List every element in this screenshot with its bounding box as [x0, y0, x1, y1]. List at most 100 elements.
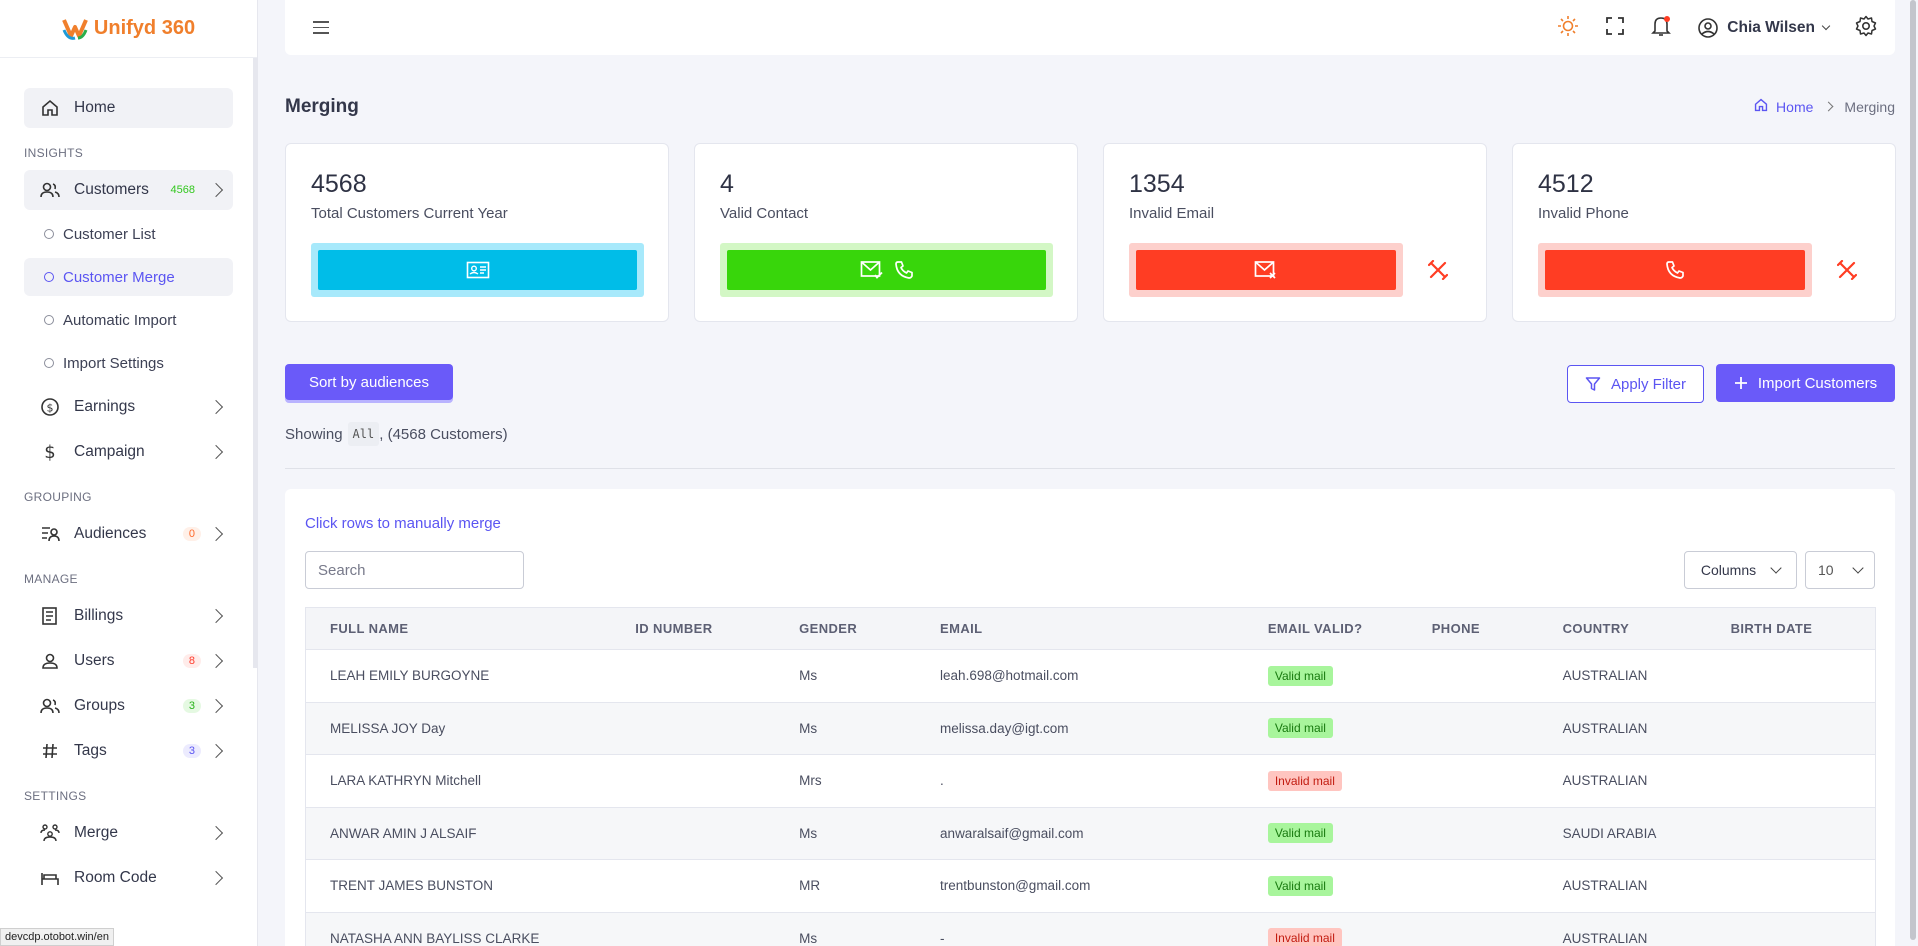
id-card-button[interactable] [318, 250, 637, 290]
valid-contact-button[interactable] [727, 250, 1046, 290]
table-row[interactable]: MELISSA JOY Day Ms melissa.day@igt.com Vali… [305, 702, 1876, 755]
column-header[interactable]: COUNTRY [1538, 607, 1707, 650]
sidebar-item-audiences[interactable]: Audiences 0 [24, 514, 233, 554]
columns-dropdown[interactable]: Columns [1684, 551, 1797, 589]
chevron-right-icon [208, 182, 224, 198]
column-header[interactable]: ID NUMBER [611, 607, 776, 650]
column-header[interactable]: GENDER [775, 607, 917, 650]
receipt-icon [40, 606, 60, 626]
sidebar-item-automatic-import[interactable]: Automatic Import [24, 301, 233, 339]
table-row[interactable]: LEAH EMILY BURGOYNE Ms leah.698@hotmail.co… [305, 649, 1876, 703]
cell-full-name: TRENT JAMES BUNSTON [305, 859, 612, 913]
sidebar-item-tags[interactable]: Tags 3 [24, 731, 233, 771]
sidebar-item-groups[interactable]: Groups 3 [24, 686, 233, 726]
cell-id-number [611, 754, 776, 808]
sidebar-item-label: Home [74, 99, 116, 116]
sidebar-item-import-settings[interactable]: Import Settings [24, 344, 233, 382]
sidebar-item-label: Customer Merge [63, 268, 175, 286]
cell-birth-date [1706, 754, 1876, 808]
stat-card-valid-contact: 4 Valid Contact [694, 143, 1078, 322]
tools-icon[interactable] [1837, 260, 1857, 280]
sidebar-item-room-code[interactable]: Room Code [24, 858, 233, 898]
chevron-right-icon [208, 870, 224, 886]
sidebar-item-label: Merge [74, 824, 118, 841]
sidebar-item-campaign[interactable]: $ Campaign [24, 432, 233, 472]
sidebar-item-users[interactable]: Users 8 [24, 641, 233, 681]
bell-icon[interactable] [1651, 15, 1672, 41]
tags-count-badge: 3 [182, 744, 201, 758]
sun-icon[interactable] [1557, 15, 1579, 41]
chevron-right-icon [208, 608, 224, 624]
cell-email-valid: Valid mail [1243, 649, 1408, 703]
sidebar-item-billings[interactable]: Billings [24, 596, 233, 636]
audience-list-icon [40, 524, 60, 544]
column-header[interactable]: EMAIL VALID? [1243, 607, 1408, 650]
chevron-right-icon [208, 526, 224, 542]
invalid-phone-button[interactable] [1545, 250, 1805, 290]
sidebar-item-merge[interactable]: Merge [24, 813, 233, 853]
audiences-count-badge: 0 [182, 527, 201, 541]
menu-icon[interactable] [313, 21, 329, 38]
table-row[interactable]: TRENT JAMES BUNSTON MR trentbunston@gmail.… [305, 859, 1876, 913]
sidebar-scrollbar[interactable] [253, 58, 257, 668]
table-row[interactable]: NATASHA ANN BAYLISS CLARKE Ms - Invalid mai… [305, 912, 1876, 946]
mail-x-icon [1254, 261, 1276, 279]
tools-icon[interactable] [1428, 260, 1448, 280]
page-title: Merging [285, 96, 359, 117]
stat-button-wrap [1129, 243, 1403, 297]
circle-icon [44, 229, 54, 239]
sidebar-item-label: Automatic Import [63, 311, 177, 329]
section-title-manage: MANAGE [24, 572, 78, 586]
stat-value: 1354 [1129, 170, 1185, 198]
stat-value: 4568 [311, 170, 367, 198]
cell-gender: Ms [775, 807, 917, 860]
column-header[interactable]: BIRTH DATE [1706, 607, 1876, 650]
stat-value: 4512 [1538, 170, 1594, 198]
phone-icon [1666, 261, 1684, 279]
cell-country: AUSTRALIAN [1538, 649, 1707, 703]
logo-icon [62, 18, 88, 40]
table-row[interactable]: ANWAR AMIN J ALSAIF Ms anwaralsaif@gmail.c… [305, 807, 1876, 860]
showing-summary: Showing All , (4568 Customers) [285, 422, 508, 446]
breadcrumb-home[interactable]: Home [1776, 98, 1814, 115]
stat-button-wrap [720, 243, 1053, 297]
apply-filter-button[interactable]: Apply Filter [1567, 365, 1704, 403]
stat-button-wrap [1538, 243, 1812, 297]
customers-table: FULL NAME ID NUMBER GENDER EMAIL EMAIL V… [305, 607, 1876, 946]
cell-birth-date [1706, 807, 1876, 860]
sort-by-audiences-button[interactable]: Sort by audiences [285, 364, 453, 400]
table-row[interactable]: LARA KATHRYN Mitchell Mrs. Invalid mail AUS… [305, 754, 1876, 808]
column-header[interactable]: PHONE [1407, 607, 1539, 650]
import-customers-button[interactable]: Import Customers [1716, 364, 1895, 402]
sidebar-item-earnings[interactable]: $ Earnings [24, 387, 233, 427]
page-scrollbar[interactable] [1910, 0, 1916, 940]
stat-card-invalid-phone: 4512 Invalid Phone [1512, 143, 1896, 322]
fullscreen-icon[interactable] [1605, 16, 1625, 40]
manual-merge-hint[interactable]: Click rows to manually merge [305, 515, 501, 532]
column-header[interactable]: EMAIL [916, 607, 1244, 650]
search-input[interactable] [305, 551, 524, 589]
gear-icon[interactable] [1855, 15, 1877, 41]
sidebar-item-customer-list[interactable]: Customer List [24, 215, 233, 253]
sidebar-item-home[interactable]: Home [24, 88, 233, 128]
per-page-select[interactable]: 10 [1805, 551, 1875, 589]
cell-birth-date [1706, 912, 1876, 946]
invalid-email-button[interactable] [1136, 250, 1396, 290]
cell-birth-date [1706, 859, 1876, 913]
email-valid-badge: Valid mail [1267, 665, 1333, 686]
cell-id-number [611, 702, 776, 755]
sidebar-item-label: Billings [74, 607, 124, 624]
sidebar-item-customers[interactable]: Customers 4568 [24, 170, 233, 210]
showing-filter: All [347, 422, 380, 446]
chevron-right-icon [208, 698, 224, 714]
stat-caption: Invalid Email [1129, 205, 1215, 222]
column-header[interactable]: FULL NAME [305, 607, 612, 650]
sidebar-item-customer-merge[interactable]: Customer Merge [24, 258, 233, 296]
chevron-right-icon [208, 743, 224, 759]
svg-text:$: $ [47, 402, 54, 415]
home-icon[interactable] [1754, 98, 1768, 115]
customers-panel: Click rows to manually merge Columns 10 … [285, 489, 1895, 946]
section-title-grouping: GROUPING [24, 490, 92, 504]
logo[interactable]: Unifyd 360 [0, 0, 257, 58]
user-menu[interactable]: Chia Wilsen [1697, 17, 1831, 39]
